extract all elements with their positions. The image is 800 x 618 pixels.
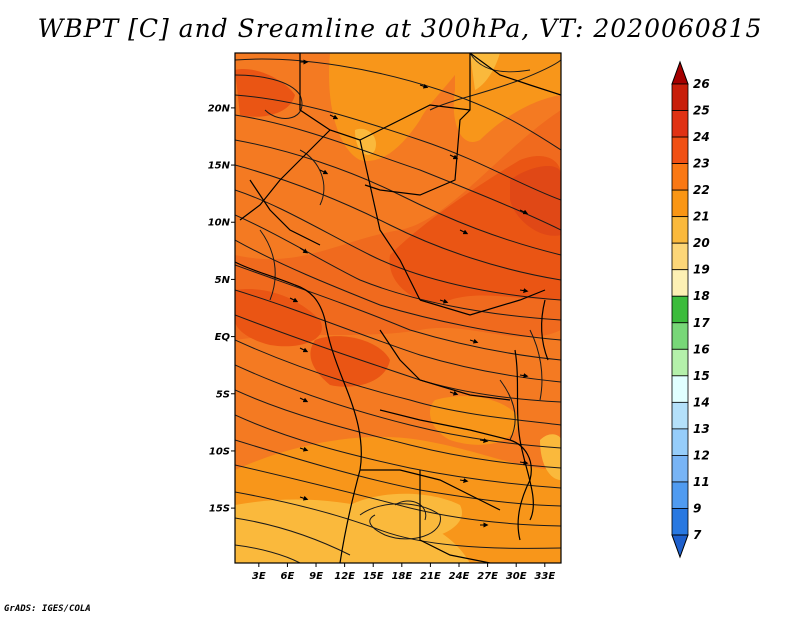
lon-tick-label: 15E: [363, 571, 384, 582]
lon-tick-label: 27E: [477, 571, 498, 582]
colorbar-label: 25: [693, 104, 710, 118]
coastline-borders: [235, 53, 561, 563]
colorbar-top-arrow: [671, 60, 689, 85]
colorbar-label: 13: [693, 422, 710, 436]
lon-tick-label: 18E: [391, 571, 412, 582]
lat-tick-label: 10N: [208, 218, 231, 229]
colorbar-swatch: [671, 508, 689, 536]
colorbar-label: 17: [693, 316, 710, 330]
colorbar-swatch: [671, 83, 689, 111]
colorbar-swatch: [671, 401, 689, 430]
colorbar-swatch: [671, 242, 689, 271]
colorbar-label: 16: [693, 342, 710, 356]
colorbar-label: 15: [693, 369, 710, 383]
lat-tick-label: 15S: [209, 504, 230, 515]
colorbar-swatch: [671, 375, 689, 403]
colorbar-label: 19: [693, 263, 710, 277]
streamlines: [235, 53, 561, 563]
colorbar-label: 20: [693, 236, 710, 250]
lon-tick-label: 6E: [281, 571, 295, 582]
lon-tick-label: 33E: [534, 571, 555, 582]
colorbar-label: 18: [693, 289, 710, 303]
lon-tick-label: 3E: [252, 571, 266, 582]
colorbar-swatch: [671, 322, 689, 350]
lon-tick-label: 24E: [449, 571, 470, 582]
wbpt-shaded-field: [235, 53, 561, 563]
colorbar-label: 12: [693, 448, 710, 462]
colorbar-label: 21: [693, 210, 710, 224]
colorbar-label: 24: [693, 130, 710, 144]
colorbar-label: 22: [693, 183, 710, 197]
colorbar-swatch: [671, 428, 689, 456]
colorbar-swatch: [671, 136, 689, 164]
lat-tick-label: 10S: [209, 446, 230, 457]
colorbar-label: 7: [693, 528, 702, 542]
lon-tick-label: 9E: [309, 571, 323, 582]
latitude-axis: 20N 15N 10N 5N EQ 5S 10S 15S: [208, 103, 235, 515]
colorbar-swatch: [671, 110, 689, 138]
grads-credit: GrADS: IGES/COLA: [4, 604, 91, 614]
map-frame: [234, 52, 562, 564]
colorbar-label: 14: [693, 395, 710, 409]
colorbar-swatch: [671, 455, 689, 483]
colorbar-swatch: [671, 295, 689, 324]
lat-tick-label: EQ: [215, 332, 231, 343]
colorbar-swatch: [671, 269, 689, 297]
lat-tick-label: 15N: [208, 161, 231, 172]
lat-tick-label: 5S: [216, 389, 230, 400]
colorbar-label: 23: [693, 157, 710, 171]
lon-tick-label: 12E: [334, 571, 355, 582]
colorbar-bottom-arrow: [671, 534, 689, 559]
colorbar-legend: 26 25 24 23 22 21 20 19 18 17 16 15 14 13 12 11 9 7: [671, 60, 710, 559]
colorbar-swatch: [671, 189, 689, 218]
lon-tick-label: 21E: [420, 571, 441, 582]
colorbar-label: 11: [693, 475, 710, 489]
colorbar-swatch: [671, 348, 689, 377]
colorbar-swatch: [671, 163, 689, 191]
colorbar-label: 26: [693, 77, 710, 91]
colorbar-swatch: [671, 216, 689, 244]
lat-tick-label: 20N: [208, 103, 231, 114]
colorbar-label: 9: [693, 501, 701, 515]
chart-title: WBPT [C] and Sreamline at 300hPa, VT: 20…: [37, 14, 763, 43]
longitude-axis: 3E 6E 9E 12E 15E 18E 21E 24E 27E 30E 33E: [252, 563, 555, 582]
colorbar-swatch: [671, 481, 689, 509]
streamline-arrows: [289, 59, 529, 528]
lat-tick-label: 5N: [215, 275, 231, 286]
lon-tick-label: 30E: [506, 571, 527, 582]
